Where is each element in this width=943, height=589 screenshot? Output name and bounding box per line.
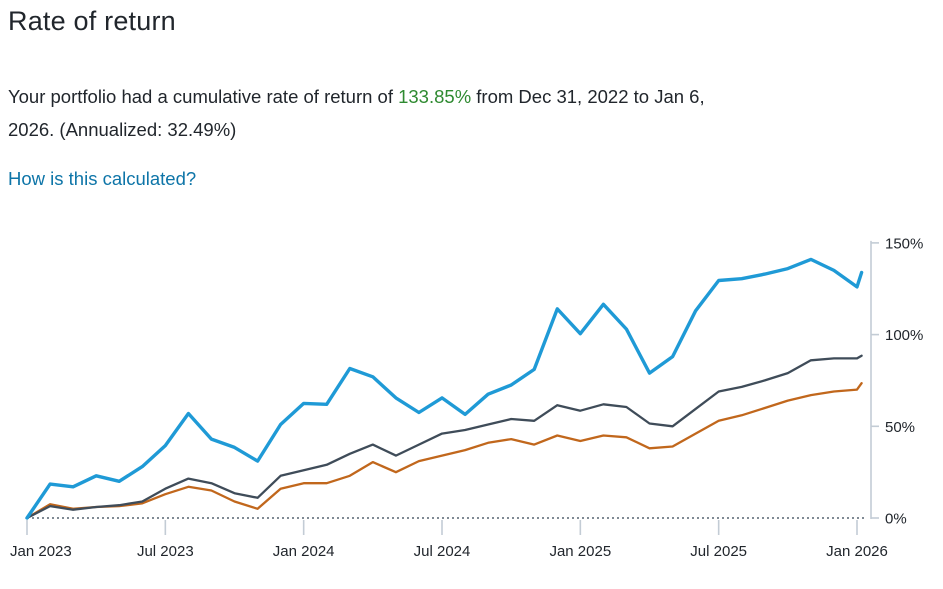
page-title: Rate of return [8, 6, 176, 36]
summary-line2: 2026. (Annualized: 32.49%) [8, 119, 237, 140]
x-tick-label: Jul 2025 [690, 543, 747, 560]
summary-before: Your portfolio had a cumulative rate of … [8, 86, 399, 107]
x-tick-label: Jul 2024 [414, 543, 471, 560]
y-tick-label: 50% [885, 419, 915, 436]
how-calculated-link[interactable]: How is this calculated? [8, 168, 197, 189]
y-tick-label: 0% [885, 511, 907, 528]
x-tick-label: Jul 2023 [137, 543, 194, 560]
summary-after: from Dec 31, 2022 to Jan 6, [471, 86, 705, 107]
cumulative-return-value: 133.85% [398, 86, 472, 107]
portfolio-line [25, 257, 864, 520]
x-tick-label: Jan 2024 [273, 543, 335, 560]
chart-canvas[interactable]: 0% 50% 100% 150% Jan 2023 Jul 2023 Jan 2024 Jul… [0, 225, 943, 584]
benchmark-orange-line [25, 382, 863, 520]
x-tick-label: Jan 2025 [549, 543, 611, 560]
x-tick-label: Jan 2023 [10, 543, 72, 560]
y-tick-label: 150% [885, 235, 923, 252]
y-tick-label: 100% [885, 327, 923, 344]
x-tick-label: Jan 2026 [826, 543, 888, 560]
summary-text: Your portfolio had a cumulative rate of … [8, 80, 936, 146]
benchmark-dark-line [25, 354, 863, 520]
returns-chart: 0% 50% 100% 150% Jan 2023 Jul 2023 Jan 2024 Jul… [0, 225, 943, 584]
